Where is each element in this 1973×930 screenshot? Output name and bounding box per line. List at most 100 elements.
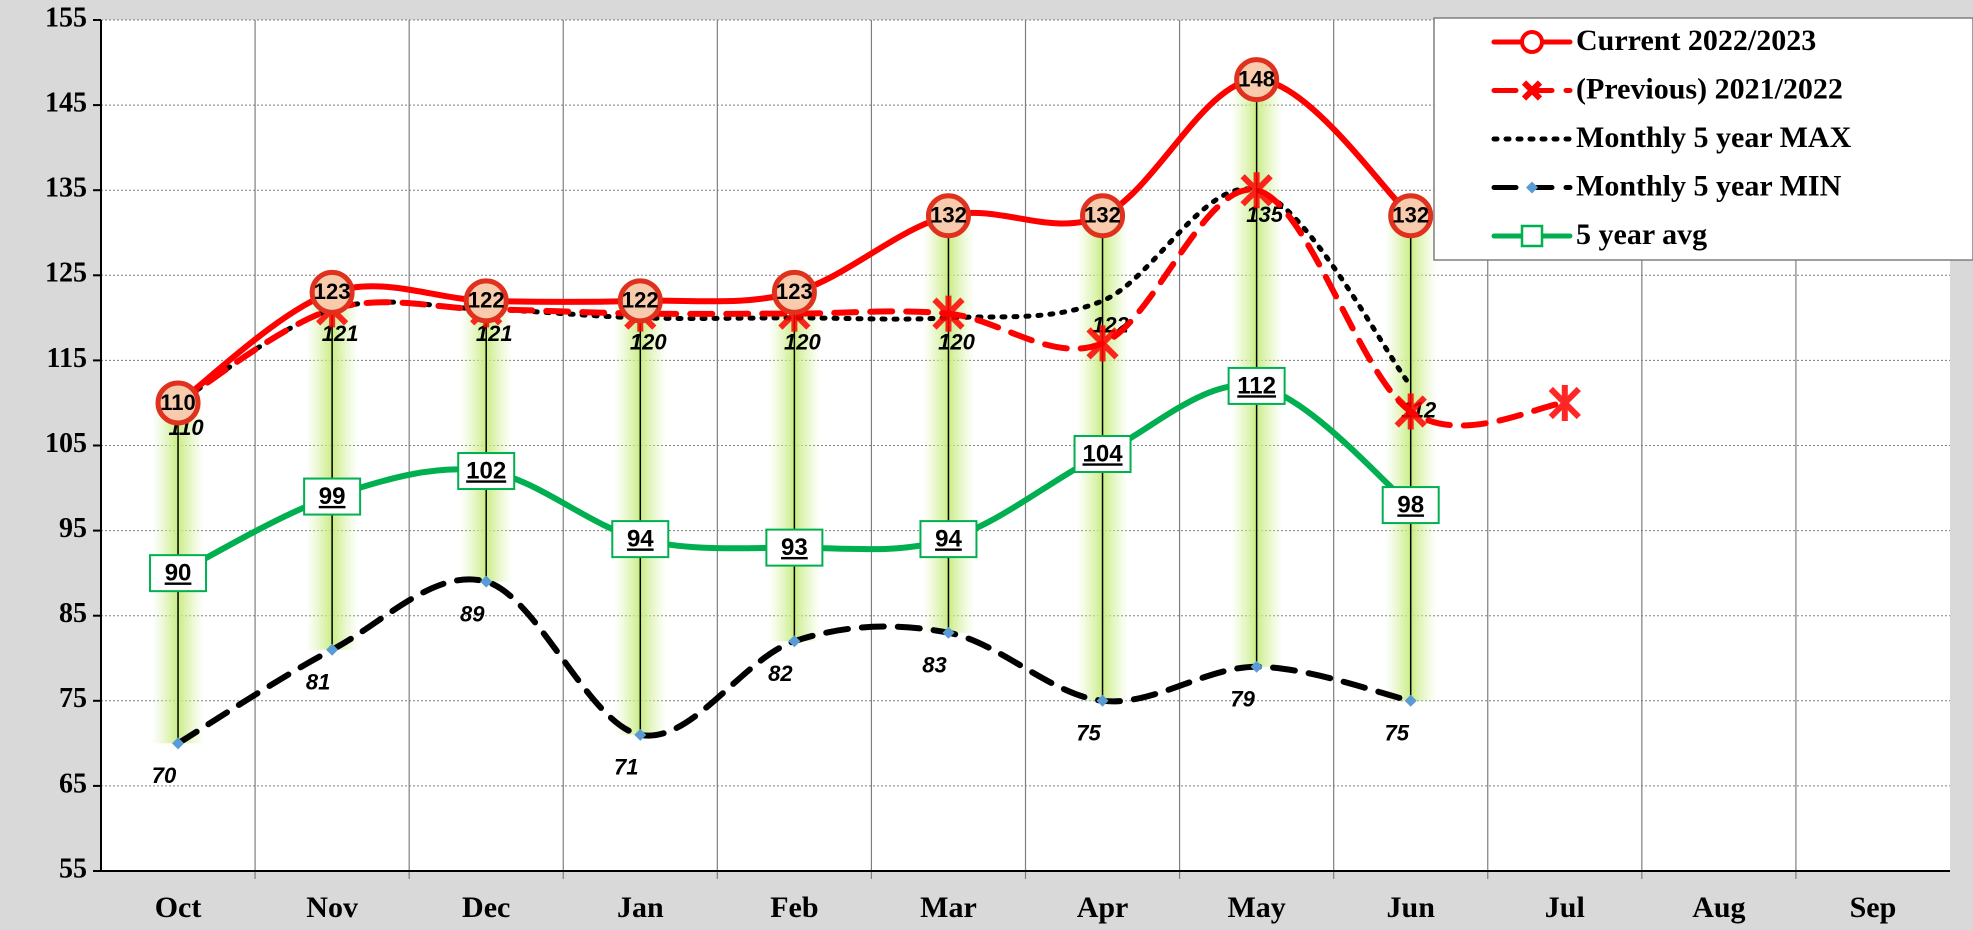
- data-label: 120: [938, 330, 975, 355]
- data-label: 89: [460, 601, 485, 626]
- x-tick-label: Jun: [1387, 891, 1436, 924]
- marker: [1388, 193, 1434, 239]
- data-label: 122: [468, 288, 505, 313]
- y-tick-label: 115: [47, 343, 87, 374]
- data-label: 132: [1392, 203, 1429, 228]
- data-label: 75: [1076, 721, 1101, 746]
- data-label: 120: [784, 330, 821, 355]
- y-tick-label: 65: [59, 768, 87, 799]
- y-tick-label: 85: [59, 598, 87, 629]
- data-label: 71: [614, 755, 638, 780]
- x-tick-label: Oct: [155, 891, 202, 924]
- data-label: 102: [466, 457, 506, 484]
- marker: [1548, 384, 1581, 421]
- marker: [1394, 393, 1427, 430]
- marker: [172, 737, 185, 750]
- data-label: 112: [1237, 372, 1276, 399]
- series: 70 81 89 71 82 83 75 79 75: [152, 575, 1417, 788]
- y-tick-label: 105: [45, 428, 87, 459]
- legend-marker: [1520, 224, 1544, 248]
- marker: [942, 626, 955, 639]
- data-label-box: [1381, 486, 1440, 525]
- series: 110 123 122 122 123 132 132 148 132: [155, 57, 1434, 426]
- legend-marker: [1526, 181, 1538, 194]
- x-tick-label: Feb: [770, 891, 818, 924]
- data-label: 132: [1084, 203, 1121, 228]
- marker: [309, 269, 355, 315]
- data-label-box: [765, 528, 824, 567]
- data-label: 110: [160, 390, 196, 415]
- y-tick-label: 155: [45, 2, 87, 33]
- data-label: 82: [768, 661, 793, 686]
- data-label-box: [149, 554, 208, 593]
- marker: [634, 728, 647, 741]
- data-label-box: [1227, 366, 1286, 405]
- data-label: 94: [627, 525, 654, 552]
- legend-box: [1433, 17, 1973, 261]
- legend-label: Monthly 5 year MIN: [1576, 169, 1842, 202]
- data-label: 79: [1230, 687, 1255, 712]
- legend-label: 5 year avg: [1576, 218, 1707, 251]
- data-label: 70: [152, 763, 177, 788]
- marker: [617, 278, 663, 324]
- data-label: 90: [165, 559, 192, 586]
- x-tick-label: Sep: [1850, 891, 1897, 924]
- data-label: 75: [1384, 721, 1409, 746]
- data-label: 123: [776, 279, 813, 304]
- marker: [1250, 660, 1263, 673]
- marker: [1096, 694, 1109, 707]
- series: 90 99 102 94 93 94 104 112 98: [149, 366, 1440, 593]
- x-tick-label: Jan: [617, 891, 664, 924]
- data-label: 83: [922, 653, 946, 678]
- marker: [1234, 57, 1280, 103]
- data-label: 99: [319, 483, 346, 510]
- data-label-box: [611, 520, 670, 559]
- y-tick-label: 55: [59, 853, 87, 884]
- data-label-box: [919, 520, 978, 559]
- data-label: 94: [935, 525, 962, 552]
- marker: [480, 575, 493, 588]
- x-tick-label: Aug: [1692, 891, 1745, 924]
- data-label: 121: [322, 321, 359, 346]
- legend-marker: [1520, 30, 1544, 54]
- marker: [155, 380, 201, 426]
- y-tick-label: 135: [45, 173, 87, 204]
- data-label: 132: [930, 203, 967, 228]
- data-label-box: [1073, 435, 1132, 474]
- x-tick-label: Dec: [462, 891, 510, 924]
- series-line: [175, 76, 1414, 406]
- y-tick-label: 95: [59, 513, 87, 544]
- data-label: 98: [1397, 491, 1424, 518]
- marker: [463, 278, 509, 324]
- legend-label: Current 2022/2023: [1576, 24, 1816, 57]
- y-tick-label: 125: [45, 258, 87, 289]
- data-label: 123: [314, 279, 351, 304]
- y-tick-label: 145: [45, 88, 87, 119]
- series-line: [175, 576, 1414, 747]
- marker: [925, 193, 971, 239]
- series-line: [175, 186, 1568, 429]
- data-label: 121: [476, 321, 513, 346]
- x-tick-label: Mar: [920, 891, 977, 924]
- data-label: 93: [781, 534, 808, 561]
- data-label-box: [303, 477, 362, 516]
- x-tick-label: Nov: [306, 891, 358, 924]
- marker: [1080, 193, 1126, 239]
- marker: [1240, 172, 1273, 209]
- data-label: 104: [1083, 440, 1124, 467]
- marker: [932, 295, 965, 332]
- x-tick-label: Jul: [1545, 891, 1585, 924]
- legend-label: (Previous) 2021/2022: [1576, 72, 1843, 105]
- data-label: 81: [306, 670, 330, 695]
- legend-marker: [1521, 80, 1543, 101]
- data-label: 120: [630, 330, 667, 355]
- data-label-box: [457, 452, 516, 491]
- y-tick-label: 75: [59, 683, 87, 714]
- marker: [788, 635, 801, 648]
- x-tick-label: May: [1227, 891, 1285, 924]
- x-tick-label: Apr: [1077, 891, 1129, 924]
- marker: [1404, 694, 1417, 707]
- marker: [326, 643, 339, 656]
- marker: [771, 269, 817, 315]
